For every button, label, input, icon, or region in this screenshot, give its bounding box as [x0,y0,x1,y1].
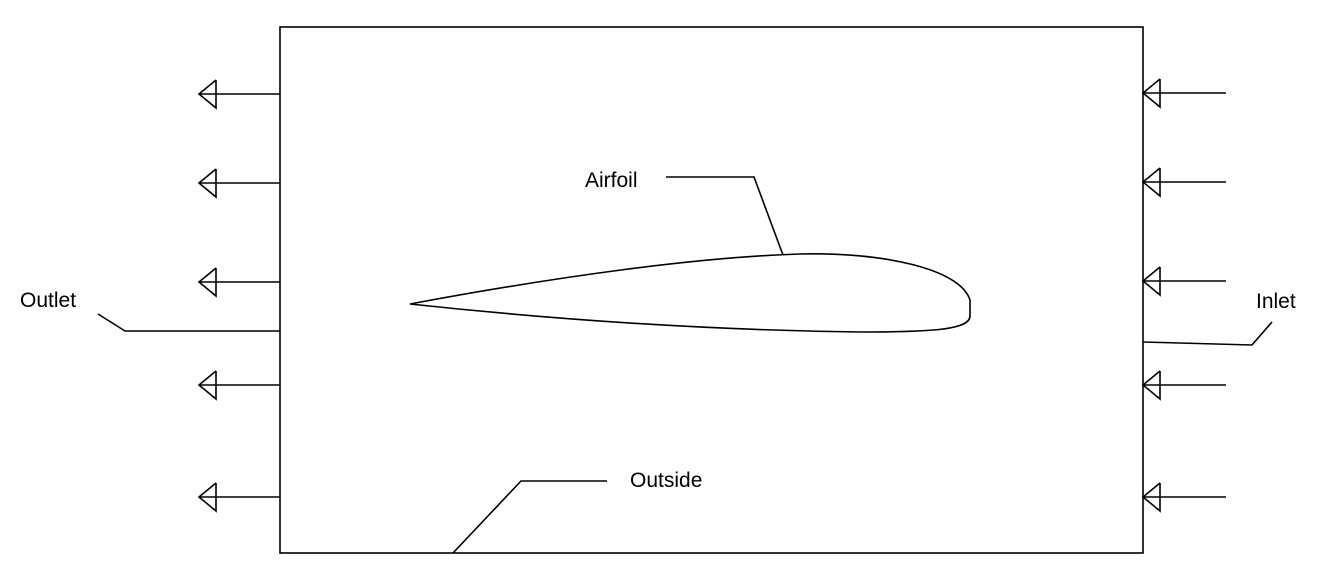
outlet-arrow [197,267,280,298]
domain-boundary [279,26,1144,554]
outlet-arrow [197,79,280,110]
airfoil-label: Airfoil [585,169,638,192]
inlet-arrow [1141,370,1226,401]
outlet-label: Outlet [20,289,76,312]
inlet-arrow [1141,78,1226,109]
inlet-leader-line [1142,321,1273,346]
airfoil-shape [409,253,971,333]
inlet-arrow [1141,167,1226,198]
outside-label: Outside [630,469,702,492]
outlet-leader-line [97,313,280,332]
outlet-arrows [197,79,280,513]
inlet-label: Inlet [1256,290,1296,313]
outlet-arrow [197,370,280,401]
outside-leader-line [452,480,607,554]
inlet-arrow [1141,482,1226,513]
outlet-arrow [197,482,280,513]
inlet-arrow [1141,266,1226,297]
outlet-arrow [197,168,280,199]
airfoil-leader-line [666,176,784,256]
inlet-arrows [1141,78,1226,513]
